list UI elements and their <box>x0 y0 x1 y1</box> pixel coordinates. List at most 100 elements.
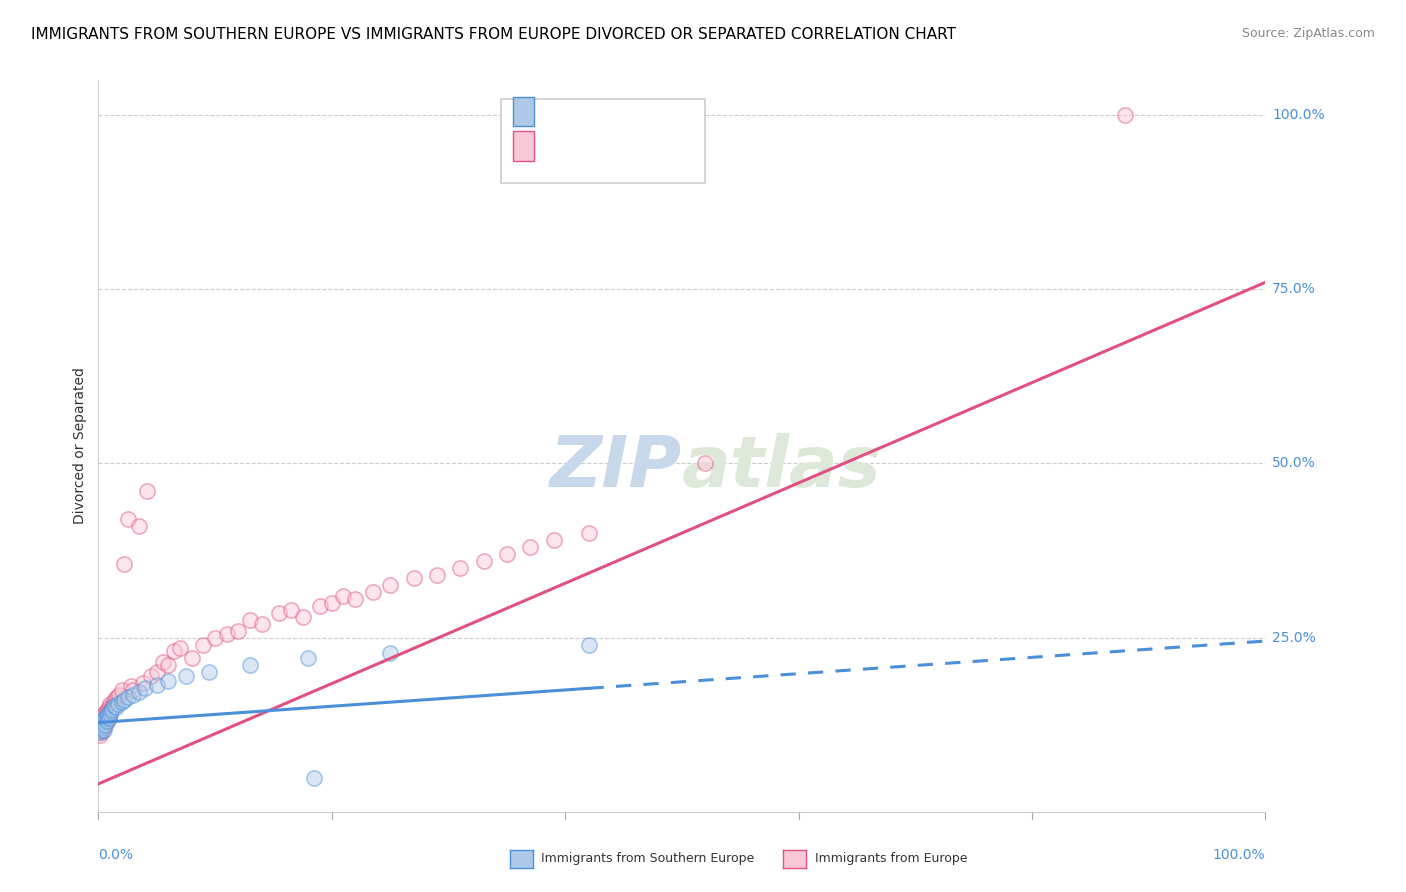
Text: R = 0.390: R = 0.390 <box>546 103 628 120</box>
Point <box>101 701 124 715</box>
Point <box>380 646 402 660</box>
Point <box>91 720 114 734</box>
Point <box>309 599 332 614</box>
Point <box>163 644 186 658</box>
Point <box>90 721 112 735</box>
Point <box>519 540 541 554</box>
Point <box>215 627 238 641</box>
Point <box>1114 108 1136 122</box>
Point <box>269 606 291 620</box>
Point <box>128 519 150 533</box>
Text: N = 72: N = 72 <box>621 137 679 155</box>
Point <box>449 561 471 575</box>
Point <box>93 715 115 730</box>
Point <box>111 695 134 709</box>
Point <box>98 704 121 718</box>
Point <box>89 724 111 739</box>
Point <box>111 682 134 697</box>
Point <box>94 717 117 731</box>
Point <box>90 724 112 739</box>
Point <box>321 596 343 610</box>
Point <box>112 558 135 572</box>
Point <box>93 707 115 722</box>
Point <box>112 693 135 707</box>
Point <box>198 665 221 680</box>
Point <box>120 679 142 693</box>
Text: atlas: atlas <box>682 434 882 502</box>
Text: Immigrants from Europe: Immigrants from Europe <box>815 852 967 864</box>
Point <box>136 484 159 499</box>
Point <box>96 708 118 723</box>
Point <box>472 554 495 568</box>
Point <box>122 688 145 702</box>
Point <box>104 697 127 711</box>
Point <box>104 700 127 714</box>
Point <box>90 715 112 730</box>
Point <box>239 613 262 627</box>
Point <box>250 616 273 631</box>
Point <box>157 673 180 688</box>
Point <box>94 706 117 720</box>
Point <box>297 651 319 665</box>
Text: Immigrants from Southern Europe: Immigrants from Southern Europe <box>541 852 755 864</box>
Point <box>90 714 112 728</box>
Point <box>97 701 120 715</box>
Point <box>134 681 156 695</box>
Point <box>103 695 125 709</box>
Point <box>90 723 112 737</box>
Point <box>117 690 139 704</box>
Point <box>578 526 600 541</box>
Point <box>101 698 124 713</box>
Point <box>91 715 114 730</box>
Point <box>132 676 155 690</box>
Point <box>91 723 114 737</box>
Point <box>108 688 131 702</box>
Point <box>104 691 127 706</box>
Point <box>193 638 215 652</box>
Point <box>97 708 120 723</box>
FancyBboxPatch shape <box>513 131 534 161</box>
Point <box>543 533 565 547</box>
Point <box>344 592 367 607</box>
Point <box>91 720 114 734</box>
Point <box>146 665 169 680</box>
FancyBboxPatch shape <box>513 97 534 127</box>
Point <box>97 711 120 725</box>
Point <box>90 714 112 728</box>
Point <box>107 697 129 711</box>
Point <box>96 704 118 718</box>
Point <box>169 640 191 655</box>
Point <box>94 717 117 731</box>
Point <box>228 624 250 638</box>
Point <box>103 698 125 713</box>
Point <box>98 697 121 711</box>
Point <box>496 547 519 561</box>
Point <box>402 571 425 585</box>
Point <box>97 711 120 725</box>
Point <box>180 651 202 665</box>
Point <box>117 512 139 526</box>
Point <box>695 457 717 471</box>
Point <box>90 720 112 734</box>
Point <box>152 655 174 669</box>
Point <box>204 631 226 645</box>
Point <box>94 708 117 723</box>
Point <box>100 704 122 718</box>
Point <box>97 700 120 714</box>
Point <box>89 721 111 735</box>
Text: 0.0%: 0.0% <box>98 848 134 863</box>
Point <box>122 682 145 697</box>
FancyBboxPatch shape <box>501 99 706 183</box>
Text: 25.0%: 25.0% <box>1272 631 1316 645</box>
Text: R = 0.688: R = 0.688 <box>546 137 628 155</box>
Point <box>139 669 162 683</box>
Point <box>174 669 197 683</box>
Point <box>93 711 115 725</box>
Text: N = 36: N = 36 <box>621 103 679 120</box>
Point <box>128 685 150 699</box>
Y-axis label: Divorced or Separated: Divorced or Separated <box>73 368 87 524</box>
Text: Source: ZipAtlas.com: Source: ZipAtlas.com <box>1241 27 1375 40</box>
Point <box>93 713 115 727</box>
Point <box>280 603 302 617</box>
Point <box>157 658 180 673</box>
